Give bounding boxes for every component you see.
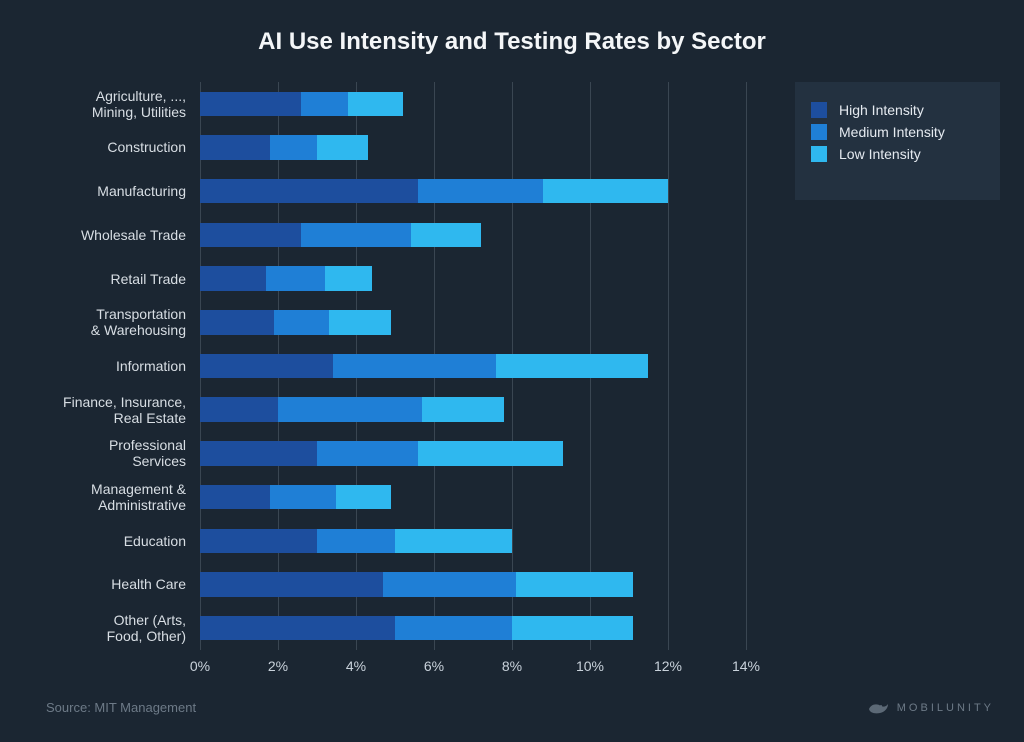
y-category-label: Information xyxy=(0,344,186,388)
y-category-label: Health Care xyxy=(0,563,186,607)
y-category-label: ProfessionalServices xyxy=(0,432,186,476)
bar-segment xyxy=(329,310,391,334)
bar-segment xyxy=(512,616,633,640)
bar-segment xyxy=(200,310,274,334)
y-category-label: Retail Trade xyxy=(0,257,186,301)
bar-segment xyxy=(317,135,368,159)
x-tick-label: 6% xyxy=(424,658,444,674)
y-category-label: Education xyxy=(0,519,186,563)
bar-segment xyxy=(301,92,348,116)
legend: High Intensity Medium Intensity Low Intens… xyxy=(795,82,1000,200)
x-tick-label: 4% xyxy=(346,658,366,674)
bar-row xyxy=(200,397,785,421)
bar-row xyxy=(200,310,785,334)
bar-segment xyxy=(200,616,395,640)
bar-row xyxy=(200,529,785,553)
bar-segment xyxy=(395,529,512,553)
bar-segment xyxy=(274,310,329,334)
bar-segment xyxy=(516,572,633,596)
bar-segment xyxy=(200,441,317,465)
bar-segment xyxy=(418,441,562,465)
plot-area: 0%2%4%6%8%10%12%14% xyxy=(200,82,785,650)
y-category-label: Transportation& Warehousing xyxy=(0,300,186,344)
y-category-label: Management &Administrative xyxy=(0,475,186,519)
bar-segment xyxy=(383,572,516,596)
bar-segment xyxy=(270,485,336,509)
source-text: Source: MIT Management xyxy=(46,700,196,715)
bar-row xyxy=(200,179,785,203)
x-tick-label: 8% xyxy=(502,658,522,674)
bar-segment xyxy=(336,485,391,509)
bar-segment xyxy=(200,397,278,421)
legend-label: Medium Intensity xyxy=(839,124,945,140)
bar-segment xyxy=(496,354,648,378)
bar-row xyxy=(200,616,785,640)
bar-row xyxy=(200,135,785,159)
bar-row xyxy=(200,441,785,465)
x-tick-label: 10% xyxy=(576,658,604,674)
legend-item: Medium Intensity xyxy=(811,124,978,140)
bar-segment xyxy=(422,397,504,421)
y-category-label: Manufacturing xyxy=(0,169,186,213)
bar-segment xyxy=(278,397,422,421)
bar-segment xyxy=(317,441,418,465)
whale-icon xyxy=(867,700,889,716)
bar-row xyxy=(200,572,785,596)
bar-segment xyxy=(200,266,266,290)
y-category-label: Construction xyxy=(0,126,186,170)
bar-segment xyxy=(411,223,481,247)
bar-segment xyxy=(333,354,497,378)
bar-segment xyxy=(348,92,403,116)
legend-swatch xyxy=(811,124,827,140)
legend-label: Low Intensity xyxy=(839,146,921,162)
bar-segment xyxy=(301,223,410,247)
bar-segment xyxy=(200,135,270,159)
bar-segment xyxy=(200,529,317,553)
bar-row xyxy=(200,223,785,247)
x-tick-label: 2% xyxy=(268,658,288,674)
bar-row xyxy=(200,485,785,509)
legend-swatch xyxy=(811,102,827,118)
legend-swatch xyxy=(811,146,827,162)
brand-text: MOBILUNITY xyxy=(897,702,994,714)
bar-segment xyxy=(200,92,301,116)
brand-mark: MOBILUNITY xyxy=(867,700,994,716)
bar-segment xyxy=(325,266,372,290)
bar-segment xyxy=(200,354,333,378)
bar-segment xyxy=(266,266,325,290)
legend-label: High Intensity xyxy=(839,102,924,118)
bar-segment xyxy=(418,179,543,203)
y-category-label: Agriculture, ...,Mining, Utilities xyxy=(0,82,186,126)
chart-canvas: AI Use Intensity and Testing Rates by Se… xyxy=(0,0,1024,742)
y-category-label: Wholesale Trade xyxy=(0,213,186,257)
x-tick-label: 12% xyxy=(654,658,682,674)
legend-item: High Intensity xyxy=(811,102,978,118)
bar-segment xyxy=(200,485,270,509)
bar-row xyxy=(200,92,785,116)
bar-segment xyxy=(317,529,395,553)
y-category-label: Finance, Insurance,Real Estate xyxy=(0,388,186,432)
bar-row xyxy=(200,354,785,378)
bar-segment xyxy=(200,572,383,596)
x-tick-label: 14% xyxy=(732,658,760,674)
bar-segment xyxy=(395,616,512,640)
chart-title: AI Use Intensity and Testing Rates by Se… xyxy=(0,28,1024,56)
x-tick-label: 0% xyxy=(190,658,210,674)
bar-segment xyxy=(543,179,668,203)
bar-row xyxy=(200,266,785,290)
bar-segment xyxy=(200,179,418,203)
bar-segment xyxy=(200,223,301,247)
legend-item: Low Intensity xyxy=(811,146,978,162)
y-category-label: Other (Arts,Food, Other) xyxy=(0,606,186,650)
bar-segment xyxy=(270,135,317,159)
